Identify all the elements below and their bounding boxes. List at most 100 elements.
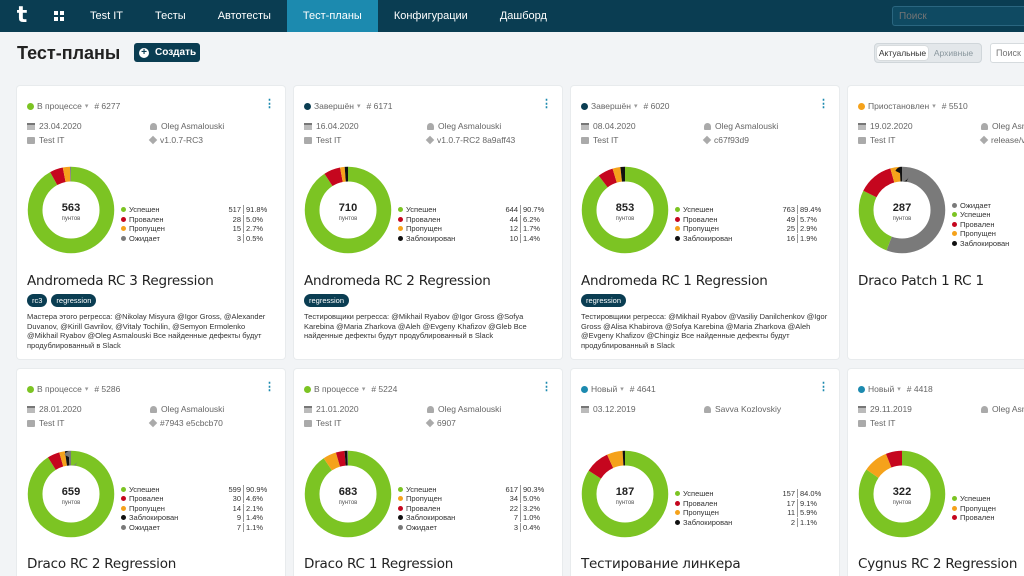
nav-item-2[interactable]: Автотесты [217,10,271,22]
chevron-down-icon[interactable]: ▾ [620,386,624,393]
test-plan-card[interactable]: В процессе ▾ # 5224 ⋮ 21.01.2020 Oleg Asmalou… [294,369,562,576]
card-title[interactable]: Draco RC 1 Regression [304,556,454,572]
toggle-actual[interactable]: Актуальные [877,46,928,60]
legend-row: Успешен 763 89.4% [675,205,821,215]
legend-row: Пропущен [952,503,1024,513]
status-label[interactable]: Завершён [591,101,631,111]
user-icon [981,405,988,413]
donut-total: 710 [339,202,357,214]
nav-item-0[interactable]: Test IT [90,10,124,22]
nav-item-1[interactable]: Тесты [155,10,186,22]
test-plan-card[interactable]: В процессе ▾ # 6277 ⋮ 23.04.2020 Oleg Asmalou… [17,86,285,359]
legend-percent: 0.5% [246,233,264,243]
meta-author-value: Oleg Asmalouski [161,121,225,131]
legend-percent: 6.2% [523,214,541,224]
status-label[interactable]: Новый [591,384,618,394]
status-label[interactable]: Новый [868,384,895,394]
logo[interactable]: t [0,0,44,32]
legend-row: Ожидает [952,200,1024,210]
meta-date: 03.12.2019 [581,404,636,414]
donut-chart: 710 пунтов [304,166,392,254]
donut-total-label: пунтов [893,216,912,222]
test-plan-card[interactable]: Новый ▾ # 4641 ⋮ 03.12.2019 Savva Kozlovskiy 1… [571,369,839,576]
legend-dot-icon [952,505,957,511]
user-icon [427,405,434,413]
chevron-down-icon[interactable]: ▾ [361,386,366,393]
legend-row: Заблокирован 9 1.4% [121,513,266,523]
legend-dot-icon [675,207,680,213]
status-label[interactable]: Приостановлен [868,101,930,111]
legend-dot-icon [121,496,126,501]
more-menu-icon[interactable]: ⋮ [264,381,275,393]
meta-build: v1.0.7-RC2 8a9aff43 [425,135,515,145]
create-button[interactable]: + Создать [134,43,200,62]
nav-item-4[interactable]: Конфигурации [393,10,468,22]
more-menu-icon[interactable]: ⋮ [541,381,552,393]
legend-label: Ожидает [406,522,437,532]
card-status-row: В процессе ▾ # 5286 ⋮ [27,381,275,395]
global-search-input[interactable] [892,6,1024,26]
tag-chip[interactable]: regression [581,294,627,307]
legend-dot-icon [952,231,957,236]
card-title[interactable]: Andromeda RC 2 Regression [304,273,491,289]
meta-author: Oleg Asm [981,404,1024,414]
chevron-down-icon[interactable]: ▾ [84,386,89,393]
card-title[interactable]: Andromeda RC 1 Regression [581,273,768,289]
tag-chip[interactable]: rc3 [27,294,48,307]
meta-build-value: release/v [991,135,1024,145]
donut-wrapper: 659 пунтов [25,448,117,545]
meta-author: Oleg Asmalouski [427,404,501,414]
nav-item-3[interactable]: Тест-планы [286,0,378,32]
legend-dot-icon [121,207,126,213]
legend-percent: 90.9% [246,484,268,494]
legend-label: Ожидает [129,522,160,532]
more-menu-icon[interactable]: ⋮ [541,98,552,110]
chevron-down-icon[interactable]: ▾ [84,103,89,110]
card-status-row: Завершён ▾ # 6171 ⋮ [304,98,552,112]
more-menu-icon[interactable]: ⋮ [818,98,829,110]
test-plan-card[interactable]: Приостановлен▾ # 5510 19.02.2020 Oleg Asm Te… [848,86,1024,359]
meta-build: release/v [979,135,1024,145]
nav-item-5[interactable]: Дашборд [499,10,547,22]
status-label[interactable]: Завершён [314,101,354,111]
chevron-down-icon[interactable]: ▾ [897,386,901,393]
status-legend: Ожидает Успешен Провален Пропущен Заблокиров… [952,200,1024,248]
meta-author-value: Oleg Asmalouski [438,404,502,414]
legend-dot-icon [675,491,680,497]
tag-chip[interactable]: regression [51,294,97,307]
card-title[interactable]: Draco Patch 1 RC 1 [858,273,984,289]
legend-percent: 5.0% [523,494,541,503]
more-menu-icon[interactable]: ⋮ [264,98,275,110]
filter-input[interactable] [990,43,1024,63]
test-plan-card[interactable]: Новый▾ # 4418 29.11.2019 Oleg Asm Test IT 322… [848,369,1024,576]
test-plan-card[interactable]: Завершён ▾ # 6171 ⋮ 16.04.2020 Oleg Asmalousk… [294,86,562,359]
card-title[interactable]: Draco RC 2 Regression [27,556,177,572]
chevron-down-icon[interactable]: ▾ [356,103,361,110]
status-label[interactable]: В процессе [37,101,82,111]
card-title[interactable]: Тестирование линкера [581,556,741,572]
test-plan-card[interactable]: Завершён ▾ # 6020 ⋮ 08.04.2020 Oleg Asmalousk… [571,86,839,359]
legend-label: Пропущен [960,229,996,238]
tag-chip[interactable]: regression [304,294,350,307]
apps-grid-icon[interactable] [44,0,74,32]
legend-percent: 9.1% [800,498,818,508]
card-title[interactable]: Cygnus RC 2 Regression [858,556,1018,572]
meta-date-value: 28.01.2020 [39,404,82,414]
toggle-archived[interactable]: Архивные [933,48,974,58]
legend-row: Успешен [952,210,1024,220]
legend-row: Успешен 517 91.8% [121,205,267,215]
card-status-row: Новый ▾ # 4641 ⋮ [581,381,829,395]
donut-segment-4 [27,450,115,538]
status-label[interactable]: В процессе [314,384,359,394]
chevron-down-icon[interactable]: ▾ [633,103,638,110]
legend-percent: 90.3% [523,484,545,494]
legend-percent: 2.7% [246,224,264,234]
legend-dot-icon [121,524,126,530]
status-label[interactable]: В процессе [37,384,82,394]
more-menu-icon[interactable]: ⋮ [818,381,829,393]
test-plan-card[interactable]: В процессе ▾ # 5286 ⋮ 28.01.2020 Oleg Asmalou… [17,369,285,576]
donut-chart: 287 пунтов [858,166,946,254]
card-description: Мастера этого регресса: @Nikolay Misyura… [27,312,266,350]
card-title[interactable]: Andromeda RC 3 Regression [27,273,214,289]
chevron-down-icon[interactable]: ▾ [932,103,936,110]
